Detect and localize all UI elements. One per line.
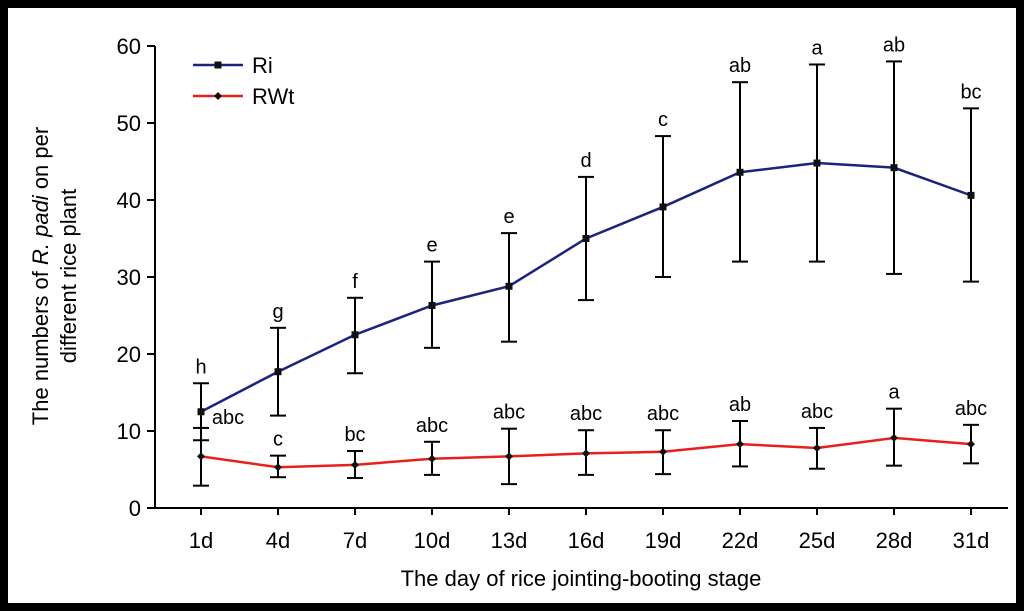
data-point <box>736 440 744 449</box>
y-tick-label: 60 <box>117 34 141 59</box>
significance-label: e <box>426 235 437 257</box>
data-point <box>736 168 744 176</box>
y-tick-label: 40 <box>117 188 141 213</box>
data-point <box>659 203 667 211</box>
y-axis-ticks: 0 10 20 30 40 50 60 <box>117 34 155 521</box>
significance-label: abc <box>212 407 244 429</box>
series-layer <box>193 60 979 487</box>
significance-label: ab <box>729 55 751 77</box>
data-point <box>890 164 898 172</box>
y-axis-title-italic: R. padi <box>28 194 53 265</box>
y-tick-label: 10 <box>117 419 141 444</box>
significance-label: ab <box>729 394 751 416</box>
data-point <box>582 449 590 458</box>
x-tick-label: 1d <box>189 528 213 553</box>
data-point <box>659 447 667 456</box>
significance-label: abc <box>801 401 833 423</box>
data-point <box>813 443 821 452</box>
x-tick-label: 13d <box>491 528 528 553</box>
data-point <box>582 235 590 242</box>
legend-label-rwt: RWt <box>252 84 294 109</box>
significance-label: c <box>273 429 283 451</box>
significance-label: a <box>888 382 900 404</box>
data-point <box>274 463 282 472</box>
y-tick-label: 50 <box>117 111 141 136</box>
x-axis-ticks: 1d 4d 7d 10d 13d 16d 19d 22d 25d 28d 31d <box>189 508 990 553</box>
data-point <box>197 452 205 461</box>
y-axis-title-pre: The numbers of <box>28 265 53 425</box>
significance-labels: h g f e e d c ab a ab bc abc c bc abc abc abc abc ab abc a ab… <box>195 34 987 450</box>
data-point <box>274 368 282 376</box>
chart-frame: 0 10 20 30 40 50 60 1d 4d 7d 10d 13d 16d 19d 22d 25d 28… <box>8 8 1016 603</box>
x-axis-title: The day of rice jointing-booting stage <box>401 566 762 591</box>
data-point <box>197 408 205 416</box>
significance-label: bc <box>344 424 365 446</box>
legend-label-ri: Ri <box>252 53 273 78</box>
line-chart: 0 10 20 30 40 50 60 1d 4d 7d 10d 13d 16d 19d 22d 25d 28… <box>28 34 1008 591</box>
significance-label: c <box>658 109 668 131</box>
data-point <box>505 452 513 461</box>
x-tick-label: 10d <box>414 528 451 553</box>
data-point <box>967 191 975 199</box>
significance-label: g <box>272 301 283 323</box>
x-tick-label: 22d <box>722 528 759 553</box>
significance-label: e <box>503 206 514 228</box>
data-point <box>428 454 436 463</box>
significance-label: abc <box>647 403 679 425</box>
x-tick-label: 25d <box>799 528 836 553</box>
legend: Ri RWt <box>193 53 294 109</box>
y-tick-label: 20 <box>117 342 141 367</box>
significance-label: bc <box>960 81 981 103</box>
significance-label: ab <box>883 34 905 56</box>
y-tick-label: 0 <box>129 496 141 521</box>
data-point <box>428 301 436 309</box>
x-tick-label: 7d <box>343 528 367 553</box>
x-tick-label: 16d <box>568 528 605 553</box>
y-axis-title-line1: The numbers of R. padi on per <box>28 127 53 425</box>
data-point <box>351 460 359 469</box>
series-rwt <box>193 407 979 487</box>
data-point <box>351 331 359 339</box>
significance-label: f <box>352 271 358 293</box>
y-axis-title-line2: different rice plant <box>56 189 81 363</box>
significance-label: abc <box>416 415 448 437</box>
x-tick-label: 4d <box>266 528 290 553</box>
data-point <box>890 433 898 442</box>
legend-marker-rwt <box>214 92 222 100</box>
significance-label: abc <box>493 402 525 424</box>
series-ri <box>193 60 979 442</box>
data-point <box>967 440 975 449</box>
y-axis-title: The numbers of R. padi on per different … <box>28 127 81 425</box>
legend-marker-ri <box>214 61 222 69</box>
significance-label: abc <box>955 398 987 420</box>
x-tick-label: 19d <box>645 528 682 553</box>
data-point <box>813 159 821 167</box>
y-axis-title-post: on per <box>28 127 53 196</box>
significance-label: a <box>811 37 823 59</box>
significance-label: abc <box>570 403 602 425</box>
significance-label: h <box>195 356 206 378</box>
significance-label: d <box>580 150 591 172</box>
x-tick-label: 28d <box>876 528 913 553</box>
y-tick-label: 30 <box>117 265 141 290</box>
x-tick-label: 31d <box>953 528 990 553</box>
data-point <box>505 282 513 290</box>
